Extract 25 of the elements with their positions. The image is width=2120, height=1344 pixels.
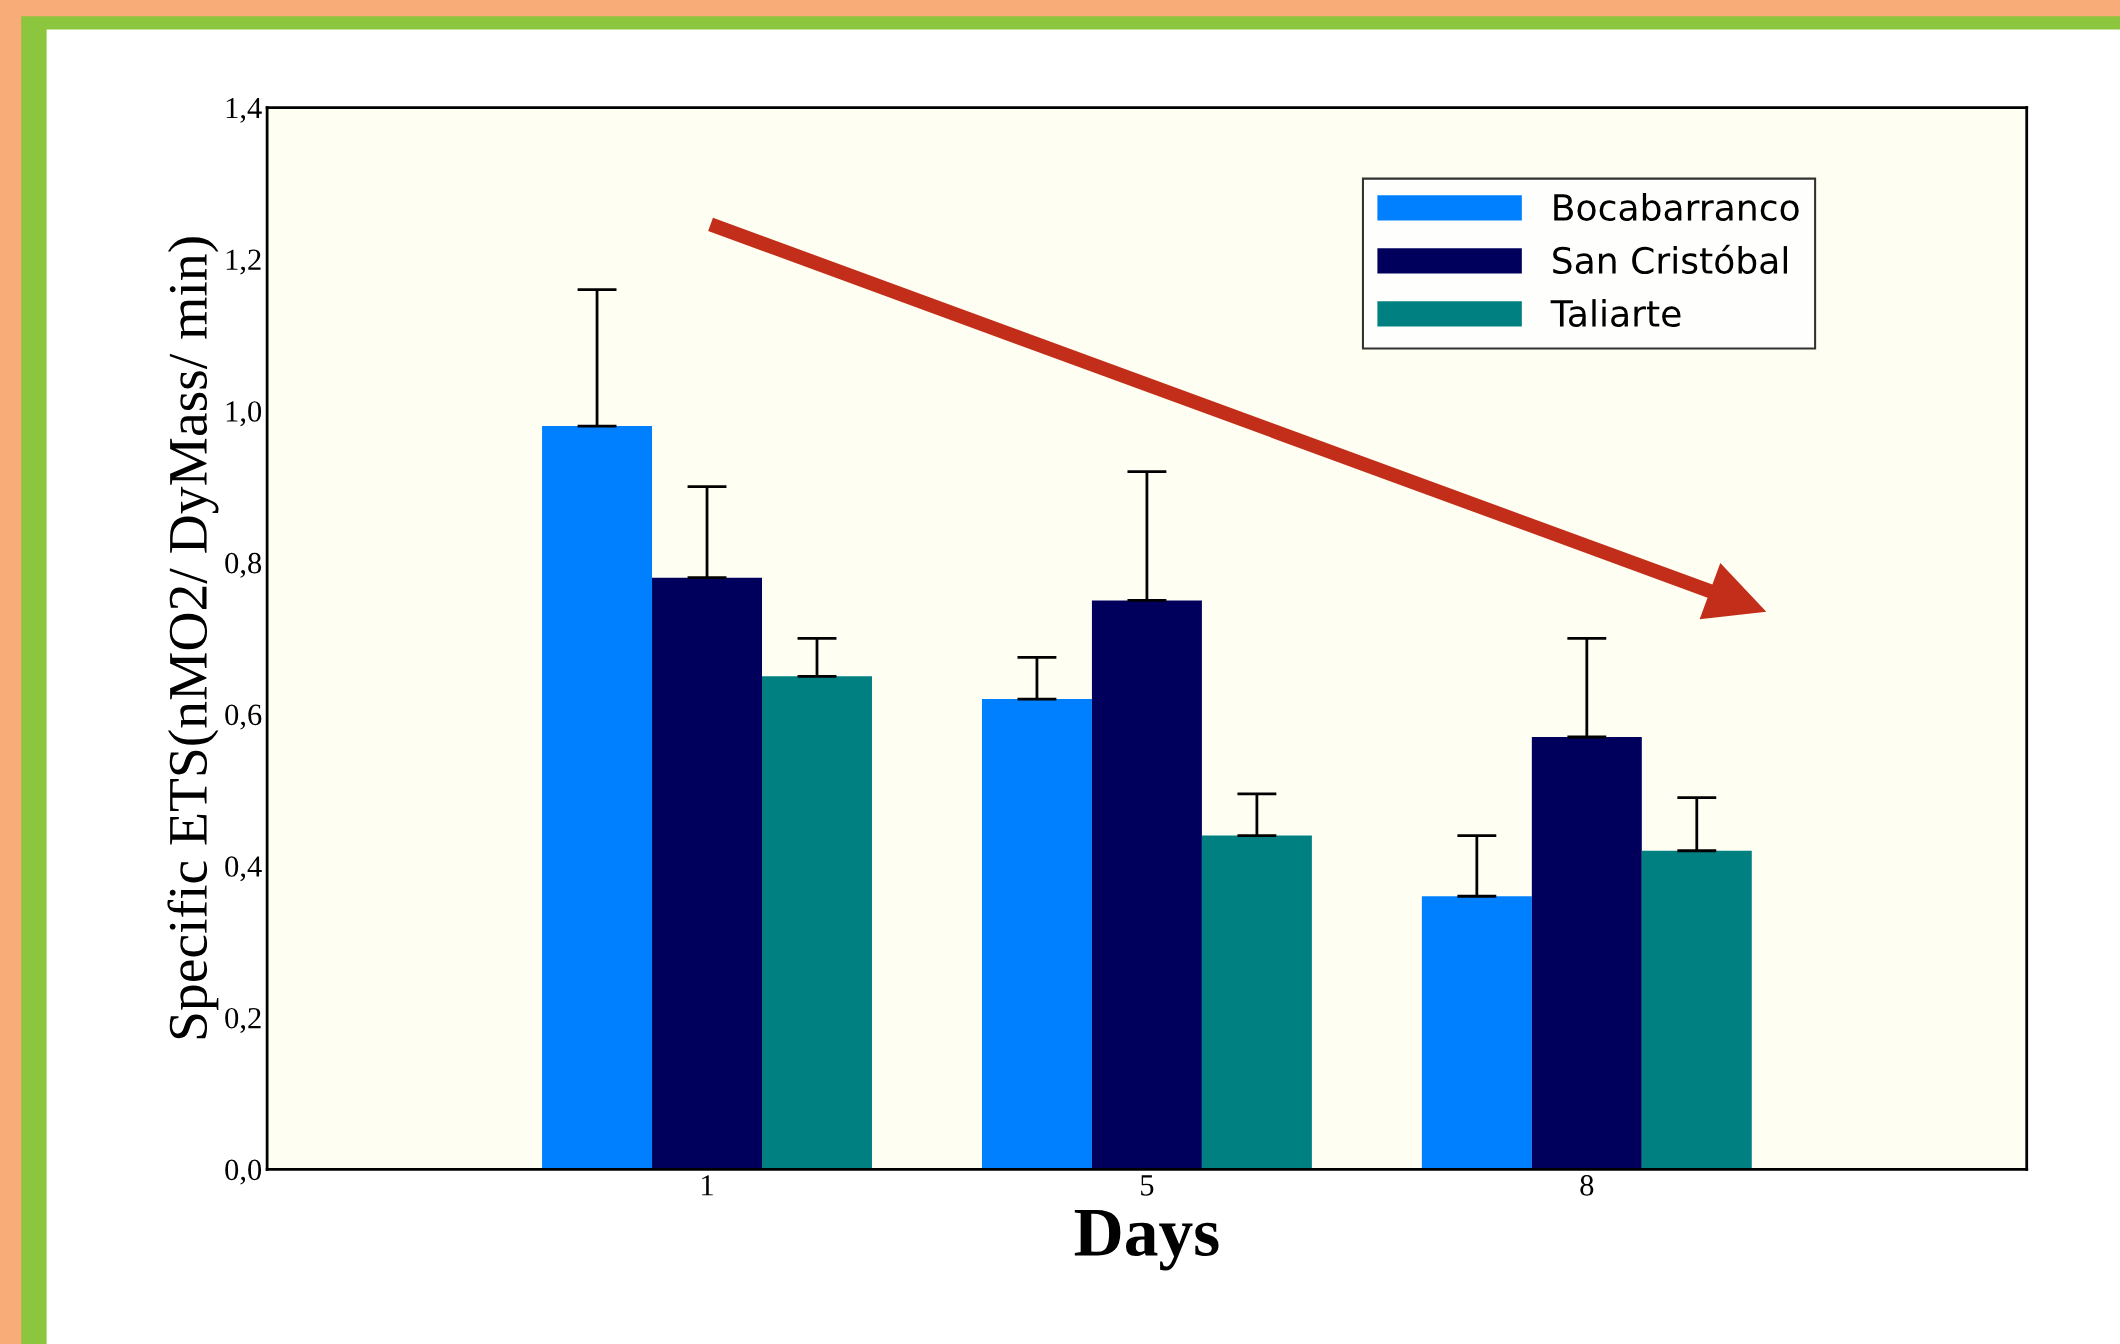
bar <box>1641 850 1752 1170</box>
x-tick-label: 8 <box>1580 1175 1594 1196</box>
bar <box>652 577 763 1170</box>
bar <box>1201 835 1312 1170</box>
legend-label: Taliarte <box>1550 299 1681 328</box>
bar <box>1421 896 1532 1170</box>
x-tick-label: 5 <box>1141 1175 1154 1196</box>
bar <box>762 676 872 1170</box>
y-tick-label: 1,0 <box>226 401 262 427</box>
legend-label: Bocabarranco <box>1554 193 1799 222</box>
y-tick-label: 1,4 <box>226 97 262 123</box>
y-tick-label: 1,2 <box>226 249 261 275</box>
y-axis-title: Specific ETS(nMO2/ DyMass/ min) <box>167 237 219 1039</box>
bar <box>1531 736 1642 1170</box>
bar <box>1091 600 1202 1170</box>
bar <box>981 699 1092 1170</box>
y-tick-label: 0,2 <box>225 1007 261 1033</box>
bar <box>542 426 653 1170</box>
y-tick-label: 0,0 <box>225 1159 262 1185</box>
legend-label: San Cristóbal <box>1553 244 1787 275</box>
x-axis-title: Days <box>1074 1209 1219 1271</box>
y-tick-label: 0,8 <box>225 552 262 578</box>
y-tick-label: 0,4 <box>225 856 262 882</box>
x-tick-label: 1 <box>702 1175 713 1196</box>
y-tick-label: 0,6 <box>225 704 262 730</box>
